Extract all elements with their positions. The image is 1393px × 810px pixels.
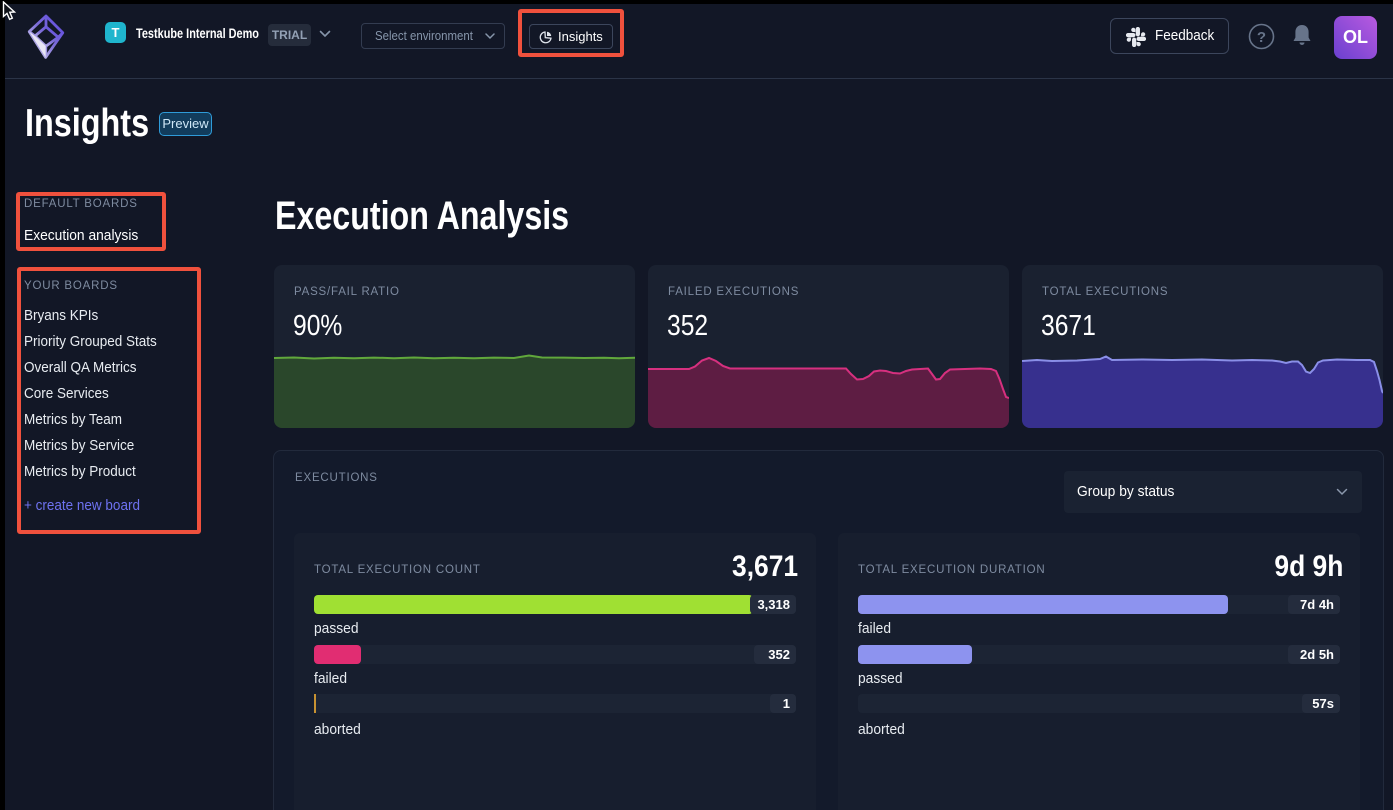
svg-text:?: ? (1257, 29, 1266, 46)
